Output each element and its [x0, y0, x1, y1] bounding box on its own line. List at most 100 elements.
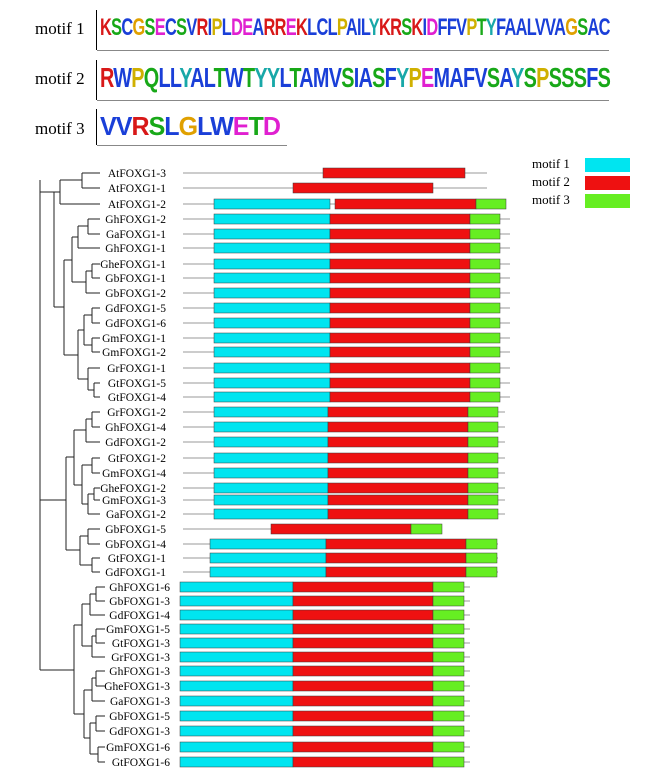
- motif-logo-3-baseline: [97, 145, 287, 146]
- gene-label: GhFOXG1-6: [109, 582, 170, 594]
- motif-2-box: [292, 581, 434, 593]
- motif-logo-2-axis: [96, 60, 103, 100]
- motif-3-box: [432, 680, 465, 692]
- gene-label: GaFOXG1-2: [106, 509, 166, 521]
- tree-branch: [73, 429, 86, 486]
- motif-3-box: [469, 362, 501, 374]
- gene-label: GbFOXG1-3: [109, 596, 170, 608]
- motif-3-box: [432, 710, 465, 722]
- motif-2-box: [292, 623, 434, 635]
- motif-3-box: [432, 695, 465, 707]
- motif-3-box: [465, 566, 498, 578]
- gene-label: GdFOXG1-3: [109, 726, 170, 738]
- motif-1-box: [213, 317, 331, 329]
- tree-branch: [77, 329, 88, 380]
- motif-3-box: [469, 228, 501, 240]
- motif-1-box: [179, 609, 294, 621]
- motif-3-box: [467, 452, 499, 464]
- motif-3-box: [432, 581, 465, 593]
- motif-2-box: [322, 167, 466, 179]
- motif-logo-1-axis: [96, 10, 103, 50]
- tree-branch: [91, 307, 100, 324]
- motif-3-box: [475, 198, 507, 210]
- motif-3-box: [432, 665, 465, 677]
- motif-1-box: [213, 436, 329, 448]
- tree-branch: [65, 456, 80, 551]
- motif-2-box: [292, 182, 434, 194]
- tree-branch: [53, 192, 64, 308]
- legend-swatch-motif-3: [585, 194, 630, 208]
- motif-1-box: [213, 406, 329, 418]
- legend-swatch-motif-2: [585, 176, 630, 190]
- motif-3-box: [432, 609, 465, 621]
- tree-branch: [63, 259, 78, 356]
- motif-logo-2-label: motif 2: [35, 69, 85, 88]
- motif-1-box: [213, 258, 331, 270]
- gene-label: GhFOXG1-4: [105, 422, 166, 434]
- motif-2-box: [327, 421, 469, 433]
- tree-branch: [83, 689, 92, 739]
- motif-2-box: [292, 651, 434, 663]
- motif-2-box: [292, 741, 434, 753]
- gene-label: GhFOXG1-1: [105, 243, 166, 255]
- gene-label: GmFOXG1-3: [102, 495, 166, 507]
- tree-branch: [90, 715, 105, 732]
- motif-2-box: [329, 213, 471, 225]
- motif-2-box: [327, 482, 469, 494]
- motif-logo-3-axis: [96, 109, 103, 145]
- motif-2-box: [327, 494, 469, 506]
- motif-logo-3-letters: VVRSLGLWETD: [100, 111, 281, 141]
- motif-logo-1-baseline: [97, 50, 609, 51]
- gene-label: AtFOXG1-3: [108, 168, 166, 180]
- motif-2-box: [325, 566, 467, 578]
- motif-2-box: [292, 665, 434, 677]
- motif-3-box: [432, 756, 465, 768]
- motif-3-box: [469, 377, 501, 389]
- motif-1-box: [179, 695, 294, 707]
- gene-label: GbFOXG1-5: [105, 524, 166, 536]
- motif-1-box: [179, 741, 294, 753]
- motif-3-box: [467, 494, 499, 506]
- motif-1-box: [179, 680, 294, 692]
- motif-1-box: [213, 302, 331, 314]
- motif-3-box: [432, 637, 465, 649]
- gene-label: GheFOXG1-2: [100, 483, 166, 495]
- motif-2-box: [292, 595, 434, 607]
- legend-label: motif 3: [532, 192, 570, 207]
- gene-label: GtFOXG1-6: [112, 757, 170, 769]
- gene-label: GbFOXG1-1: [105, 273, 166, 285]
- gene-label: GtFOXG1-1: [108, 553, 166, 565]
- motif-3-box: [469, 287, 501, 299]
- motif-1-box: [213, 213, 331, 225]
- motif-3-box: [469, 332, 501, 344]
- motif-1-box: [179, 756, 294, 768]
- motif-2-box: [292, 609, 434, 621]
- motif-2-box: [292, 637, 434, 649]
- tree-branch: [83, 314, 92, 346]
- tree-branch: [91, 670, 105, 702]
- gene-label: GbFOXG1-4: [105, 539, 166, 551]
- gene-label: GdFOXG1-2: [105, 437, 166, 449]
- motif-3-box: [467, 467, 499, 479]
- gene-label: GtFOXG1-4: [108, 392, 166, 404]
- motif-logo-1-label: motif 1: [35, 19, 85, 38]
- motif-2-box: [329, 242, 471, 254]
- gene-label: GaFOXG1-3: [110, 696, 170, 708]
- motif-3-box: [432, 623, 465, 635]
- tree-branch: [39, 180, 66, 501]
- motif-1-box: [179, 595, 294, 607]
- gene-label: GhFOXG1-3: [109, 666, 170, 678]
- gene-label: GmFOXG1-1: [102, 333, 166, 345]
- gene-label: GtFOXG1-2: [108, 453, 166, 465]
- motif-3-box: [432, 595, 465, 607]
- tree-branch: [89, 586, 105, 616]
- gene-label: GtFOXG1-5: [108, 378, 166, 390]
- tree-branch: [85, 263, 100, 294]
- tree-branch: [59, 179, 100, 205]
- gene-label: GtFOXG1-3: [112, 638, 170, 650]
- motif-logo-1-letters: KSCGSECSVRIPLDEARREKLCLPAILYKRSKIDFFVPTY…: [100, 14, 610, 41]
- gene-label: GmFOXG1-5: [106, 624, 170, 636]
- tree-branch: [71, 236, 86, 283]
- motif-3-box: [469, 302, 501, 314]
- gene-label: GdFOXG1-1: [105, 567, 166, 579]
